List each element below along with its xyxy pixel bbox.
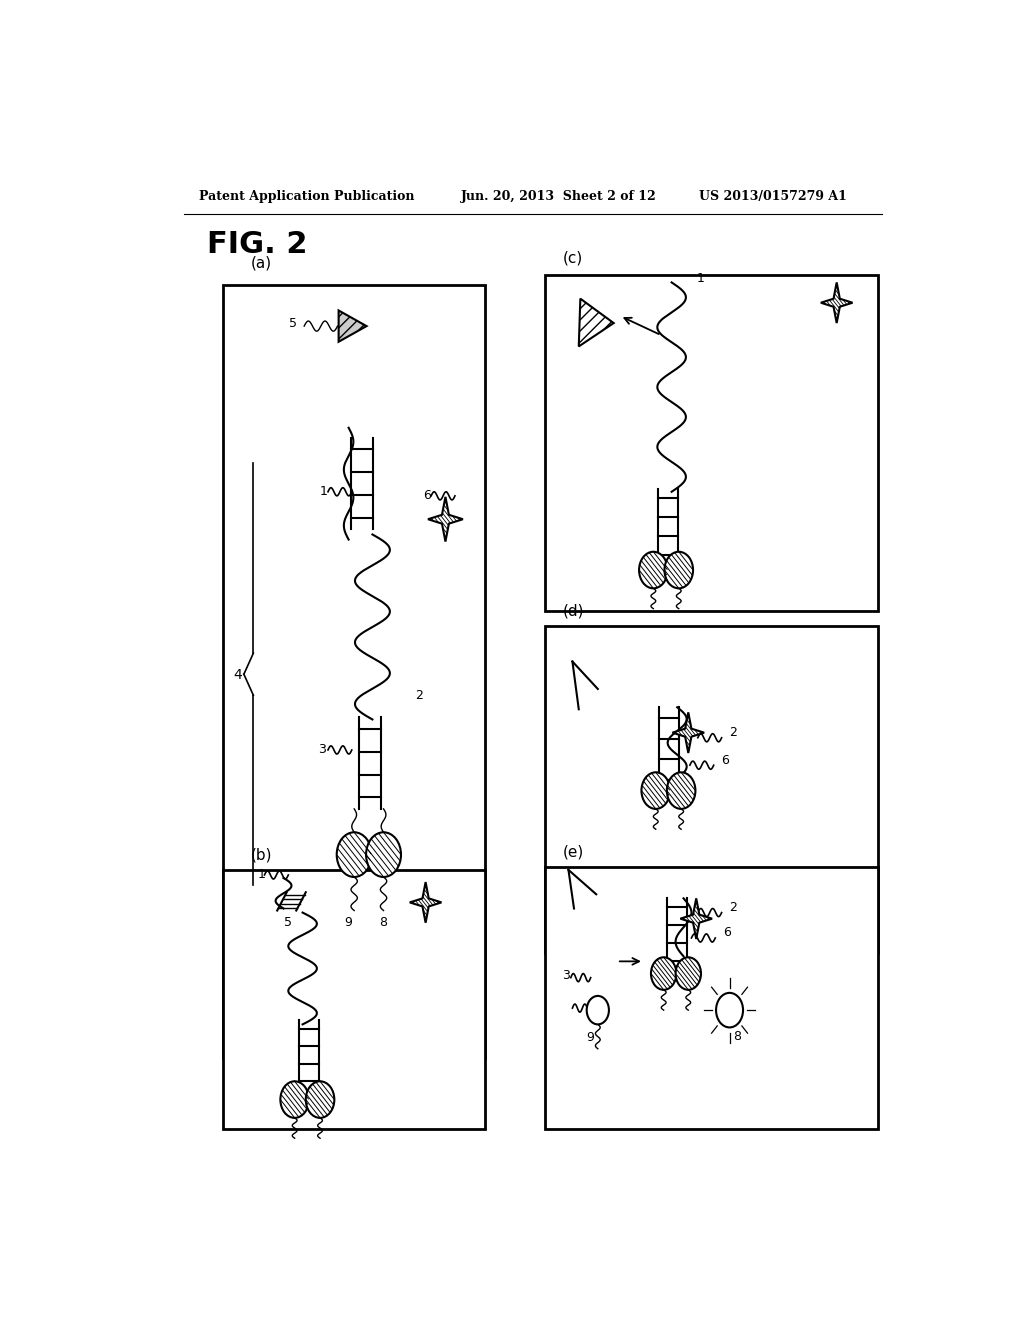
Bar: [223, 285, 485, 1057]
Bar: [545, 867, 878, 1129]
Text: 2: 2: [729, 902, 737, 913]
Text: 6: 6: [423, 490, 431, 503]
Text: 1: 1: [257, 869, 265, 882]
Text: (d): (d): [563, 603, 585, 618]
Bar: [223, 870, 485, 1129]
Text: 2: 2: [416, 689, 423, 701]
Circle shape: [367, 833, 401, 876]
Text: 4: 4: [233, 668, 243, 681]
Circle shape: [587, 995, 609, 1024]
Text: 8: 8: [733, 1030, 741, 1043]
Polygon shape: [428, 496, 463, 541]
Text: (a): (a): [251, 256, 272, 271]
Circle shape: [281, 1081, 309, 1118]
Text: 6: 6: [723, 927, 731, 940]
Circle shape: [639, 552, 668, 589]
Circle shape: [337, 833, 372, 876]
Circle shape: [716, 993, 743, 1027]
Polygon shape: [680, 899, 712, 939]
Polygon shape: [673, 713, 705, 752]
Bar: [545, 626, 878, 953]
Text: Patent Application Publication: Patent Application Publication: [200, 190, 415, 202]
Circle shape: [306, 1081, 334, 1118]
Text: 3: 3: [318, 743, 327, 756]
Text: (e): (e): [563, 843, 584, 859]
Polygon shape: [410, 882, 441, 923]
Text: US 2013/0157279 A1: US 2013/0157279 A1: [699, 190, 847, 202]
Text: 6: 6: [722, 754, 729, 767]
Text: FIG. 2: FIG. 2: [207, 230, 308, 259]
Polygon shape: [579, 298, 613, 346]
Text: 9: 9: [344, 916, 351, 929]
Text: 5: 5: [285, 916, 292, 929]
Circle shape: [651, 957, 677, 990]
Bar: [545, 276, 878, 611]
Circle shape: [676, 957, 701, 990]
Text: 2: 2: [729, 726, 737, 739]
Circle shape: [641, 772, 670, 809]
Text: Jun. 20, 2013  Sheet 2 of 12: Jun. 20, 2013 Sheet 2 of 12: [461, 190, 657, 202]
Text: 1: 1: [697, 272, 705, 285]
Text: (b): (b): [251, 847, 272, 862]
Circle shape: [665, 552, 693, 589]
Polygon shape: [821, 282, 853, 323]
Text: 1: 1: [321, 486, 328, 498]
Circle shape: [667, 772, 695, 809]
Text: (c): (c): [563, 251, 583, 265]
Text: 8: 8: [379, 916, 387, 929]
Text: 5: 5: [289, 317, 297, 330]
Text: 9: 9: [586, 1031, 594, 1044]
Text: 3: 3: [562, 969, 570, 982]
Polygon shape: [339, 310, 367, 342]
